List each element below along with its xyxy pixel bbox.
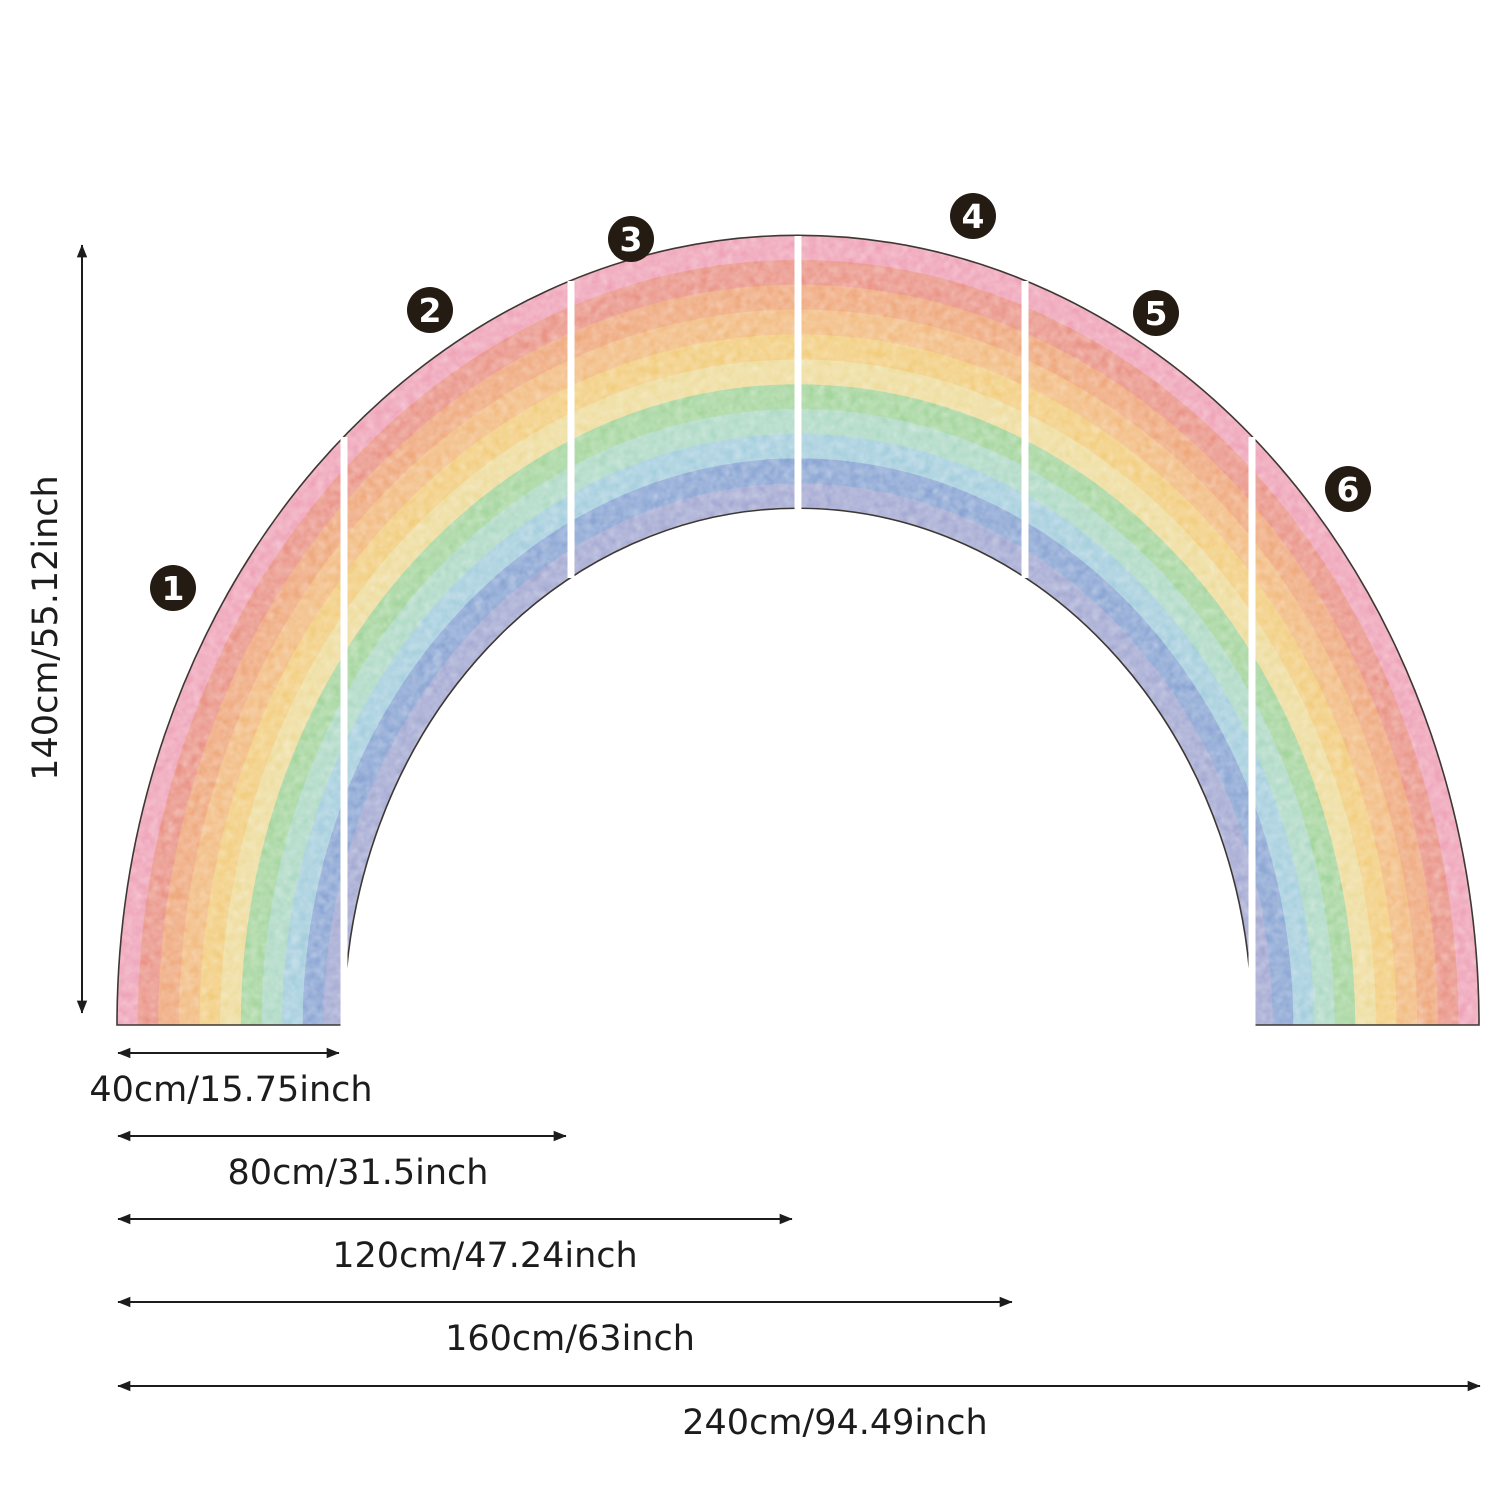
panel-divider <box>1021 281 1029 578</box>
panel-badge-3: 3 <box>608 216 654 262</box>
width-label-40: 40cm/15.75inch <box>89 1070 372 1110</box>
badge-number: 1 <box>162 569 185 608</box>
badge-circle <box>1325 466 1371 512</box>
width-label-240: 240cm/94.49inch <box>682 1403 987 1443</box>
badge-circle <box>407 287 453 333</box>
panel-badge-5: 5 <box>1133 290 1179 336</box>
height-label: 140cm/55.12inch <box>26 475 66 780</box>
badge-number: 5 <box>1145 294 1168 333</box>
panel-badges: 1 2 3 4 5 6 <box>150 193 1371 611</box>
badge-circle <box>1133 290 1179 336</box>
width-label-120: 120cm/47.24inch <box>332 1236 637 1276</box>
panel-badge-6: 6 <box>1325 466 1371 512</box>
panel-divider <box>567 281 575 578</box>
badge-number: 3 <box>620 220 643 259</box>
badge-number: 6 <box>1337 470 1360 509</box>
panel-badge-1: 1 <box>150 565 196 611</box>
badge-number: 2 <box>419 291 442 330</box>
badge-number: 4 <box>962 197 985 236</box>
badge-circle <box>150 565 196 611</box>
panel-dividers <box>340 236 1256 1028</box>
badge-circle <box>950 193 996 239</box>
width-dimensions: 40cm/15.75inch 80cm/31.5inch 120cm/47.24… <box>89 1047 1481 1443</box>
badge-circle <box>608 216 654 262</box>
rainbow-outline <box>116 234 1480 1026</box>
panel-divider <box>340 437 348 1028</box>
panel-divider <box>1248 437 1256 1028</box>
panel-divider <box>794 236 802 509</box>
width-label-160: 160cm/63inch <box>445 1319 695 1359</box>
width-label-80: 80cm/31.5inch <box>228 1153 489 1193</box>
panel-badge-2: 2 <box>407 287 453 333</box>
panel-badge-4: 4 <box>950 193 996 239</box>
height-dimension: 140cm/55.12inch <box>26 244 88 1014</box>
arch-inner-opening <box>344 508 1252 1025</box>
